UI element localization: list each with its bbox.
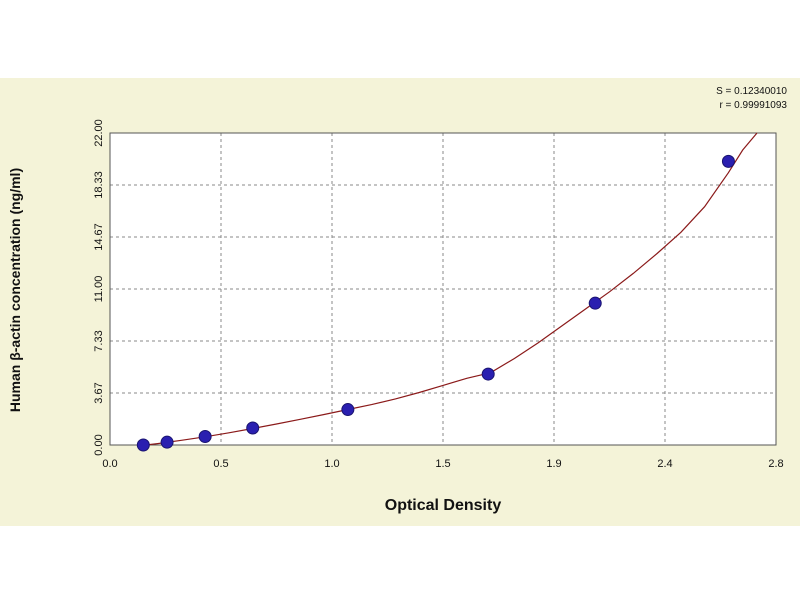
fit-curve [140,132,758,445]
data-point [721,154,735,168]
y-tick-label: 0.00 [93,434,105,455]
y-tick-label: 18.33 [93,171,105,199]
data-point [246,421,260,435]
x-tick-label: 1.9 [546,458,561,470]
data-point [341,403,355,417]
x-tick-label: 1.0 [324,458,339,470]
chart-panel: 0.0 0.5 1.0 1.5 1.9 2.4 2.8 0.00 3.67 7.33 11.00 14… [0,78,800,526]
y-tick-label: 7.33 [93,330,105,351]
y-tick-label: 14.67 [93,223,105,251]
x-tick-label: 0.0 [102,458,117,470]
x-tick-label: 2.8 [768,458,783,470]
data-point [160,435,174,449]
fit-stat-s: S = 0.12340010 [716,86,787,97]
y-axis-label: Human β-actin concentration (ng/ml) [7,168,23,412]
data-point [481,367,495,381]
data-point [198,429,212,443]
x-axis-label: Optical Density [385,497,502,514]
y-tick-label: 3.67 [93,382,105,403]
data-point [588,296,602,310]
plot-frame [109,132,777,446]
x-tick-label: 1.5 [435,458,450,470]
data-point [136,438,150,452]
x-tick-label: 2.4 [657,458,672,470]
x-tick-label: 0.5 [213,458,228,470]
concentration-chart: 0.0 0.5 1.0 1.5 1.9 2.4 2.8 0.00 3.67 7.33 11.00 14… [7,86,787,514]
fit-stat-r: r = 0.99991093 [719,100,787,111]
y-tick-label: 22.00 [93,119,105,147]
y-tick-label: 11.00 [93,276,105,303]
